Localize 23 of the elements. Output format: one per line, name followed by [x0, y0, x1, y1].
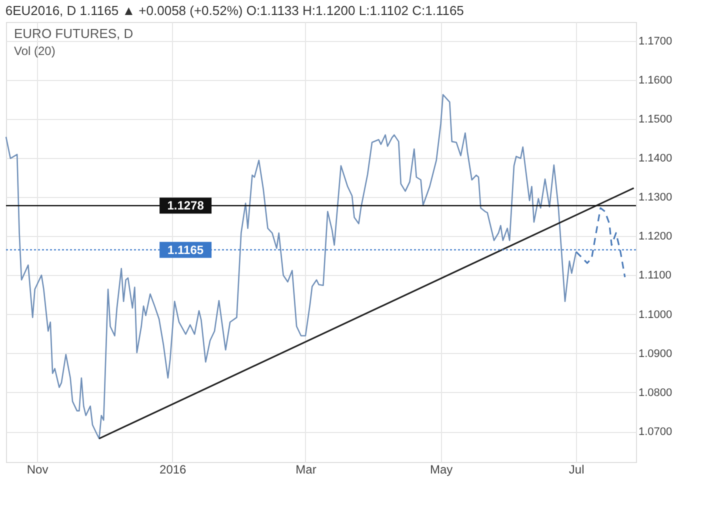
y-tick-label: 1.1000	[638, 308, 672, 321]
x-tick-label: 2016	[160, 462, 187, 476]
x-tick-label: Mar	[296, 462, 316, 476]
chart-subtitle: EURO FUTURES, D	[14, 26, 134, 41]
x-tick-label: Jul	[568, 462, 584, 476]
y-tick-label: 1.0700	[638, 426, 672, 438]
y-tick-label: 1.1600	[638, 74, 672, 86]
y-tick-label: 1.0900	[638, 348, 672, 360]
annotation: Vol (20)	[14, 44, 56, 58]
line-series	[5, 94, 577, 440]
y-tick-label: 1.1500	[638, 113, 672, 126]
y-tick-label: 1.0800	[638, 386, 672, 399]
y-tick-label: 1.1700	[638, 35, 672, 48]
x-tick-label: Nov	[26, 462, 48, 476]
y-tick-label: 1.1400	[638, 152, 672, 164]
x-tick-label: May	[430, 462, 453, 476]
line-series	[575, 207, 626, 278]
ref-line-label: 1.1165	[168, 242, 204, 257]
y-tick-label: 1.1100	[638, 270, 672, 282]
chart-title: 6EU2016, D 1.1165 ▲ +0.0058 (+0.52%) O:1.1133 H:1.1200 L:1.1102 C:1.1165	[5, 3, 464, 18]
y-tick-label: 1.1300	[638, 192, 672, 204]
y-tick-label: 1.1200	[638, 230, 672, 243]
ref-line-label: 1.1278	[167, 198, 204, 213]
